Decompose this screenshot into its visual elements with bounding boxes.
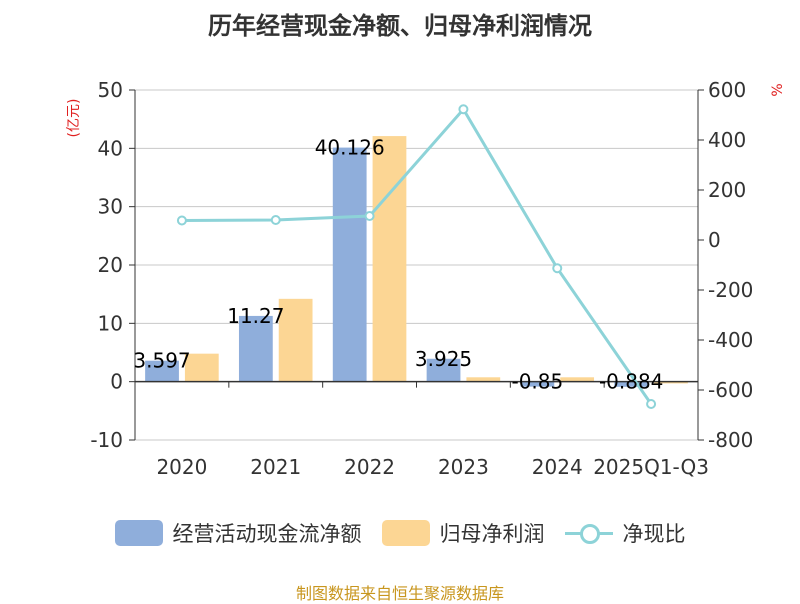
data-label: -0.85 (511, 370, 563, 394)
legend-swatch-ratio (564, 520, 613, 546)
bar-cashflow (426, 358, 461, 382)
ratio-line (176, 104, 657, 409)
grid-lines (135, 89, 698, 441)
right-axis-tick-label: -200 (708, 278, 753, 302)
ratio-point (458, 104, 469, 115)
bar-net-profit (278, 298, 313, 382)
left-axis-unit: (亿元) (66, 99, 82, 138)
right-axis-unit: % (770, 83, 786, 96)
bar-cashflow (145, 360, 179, 382)
data-labels: 3.597 11.27 40.126 3.925 -0.85 -0.884 (133, 136, 663, 394)
legend-item-net-profit[interactable]: 归母净利润 (381, 518, 545, 548)
bar-net-profit (654, 381, 688, 384)
bar-net-profit (184, 353, 219, 382)
bar-net-profit (466, 377, 501, 382)
legend-swatch-cashflow (114, 520, 163, 546)
legend: 经营活动现金流净额 归母净利润 净现比 (0, 518, 800, 548)
ratio-point (270, 215, 281, 225)
bar-net-profit (372, 136, 407, 382)
left-axis-tick-label: 50 (98, 78, 123, 102)
left-axis-tick-label: 40 (98, 136, 123, 160)
x-axis-tick-label: 2021 (250, 455, 301, 479)
right-axis-tick-label: 200 (708, 178, 746, 202)
ratio-point (552, 263, 563, 274)
legend-item-cashflow[interactable]: 经营活动现金流净额 (114, 518, 362, 548)
bar-cashflow (520, 381, 555, 387)
legend-label-net-profit: 归母净利润 (439, 522, 545, 546)
right-axis-tick-label: -800 (708, 428, 753, 452)
right-axis-tick-label: -400 (708, 328, 753, 352)
x-axis-tick-label: 2023 (438, 455, 489, 479)
ratio-line-path (181, 106, 653, 405)
bars (145, 136, 688, 387)
left-axis-tick-label: 20 (98, 253, 123, 277)
data-label: -0.884 (599, 370, 663, 394)
data-label: 40.126 (315, 136, 385, 160)
right-axis-tick-label: 400 (708, 128, 746, 152)
bar-cashflow (614, 381, 649, 387)
bar-cashflow (332, 147, 367, 382)
left-axis-tick-label: 10 (98, 311, 123, 335)
data-label: 3.597 (133, 349, 190, 373)
right-axis-tick-label: 600 (708, 78, 746, 102)
left-axis-tick-label: -10 (90, 428, 123, 452)
source-note: 制图数据来自恒生聚源数据库 (295, 584, 504, 603)
legend-item-ratio[interactable]: 净现比 (564, 518, 686, 548)
chart-title: 历年经营现金净额、归母净利润情况 (208, 12, 592, 40)
ratio-point (646, 399, 657, 409)
x-axis-tick-label: 2025Q1-Q3 (593, 455, 709, 479)
right-axis-tick-label: -600 (708, 378, 753, 402)
ratio-point (176, 215, 187, 226)
axes: -10 0 10 20 30 40 50 -800 -600 -400 -200 0 200 400 600… (66, 78, 786, 479)
x-axis-tick-label: 2022 (344, 455, 395, 479)
right-axis-tick-label: 0 (708, 228, 721, 252)
x-axis-tick-label: 2020 (156, 455, 207, 479)
left-axis-tick-label: 0 (110, 370, 123, 394)
x-axis-tick-label: 2024 (532, 455, 583, 479)
bar-net-profit (560, 377, 595, 382)
legend-label-cashflow: 经营活动现金流净额 (172, 522, 362, 546)
ratio-point (364, 211, 375, 221)
data-label: 3.925 (415, 347, 472, 371)
legend-label-ratio: 净现比 (622, 522, 686, 546)
left-axis-tick-label: 30 (98, 195, 123, 219)
data-label: 11.27 (227, 304, 284, 328)
bar-cashflow (238, 315, 273, 382)
legend-swatch-net-profit (381, 520, 430, 546)
